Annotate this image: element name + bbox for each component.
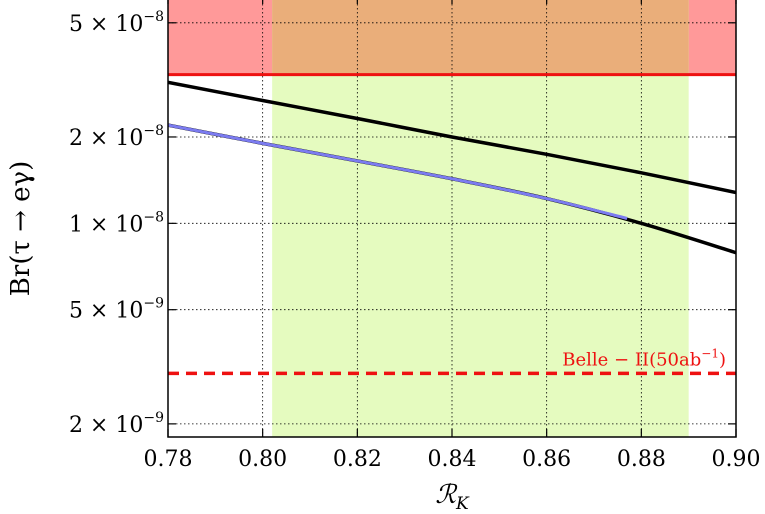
x-tick-label: 0.80	[238, 447, 287, 472]
plot-frame	[167, 0, 737, 438]
y-tick-label: 2 × 10−9	[69, 410, 164, 438]
x-tick-label: 0.84	[428, 447, 477, 472]
x-tick-label: 0.82	[333, 447, 382, 472]
x-tick-labels: 0.78 0.80 0.82 0.84 0.86 0.88 0.90	[144, 447, 761, 472]
shaded-regions	[168, 0, 736, 437]
x-axis-label: ℛK	[435, 480, 470, 514]
y-tick-label: 1 × 10−8	[69, 209, 164, 237]
series-lines	[168, 80, 736, 255]
x-tick-label: 0.90	[712, 447, 761, 472]
belle-ii-label: Belle − II(50ab−1)	[562, 346, 726, 370]
y-tick-label: 5 × 10−8	[69, 9, 164, 37]
y-tick-label: 2 × 10−8	[69, 123, 164, 151]
x-tick-label: 0.86	[522, 447, 571, 472]
reference-lines	[168, 73, 736, 376]
x-tick-label: 0.88	[617, 447, 666, 472]
series-line-1	[168, 80, 736, 195]
series-line-3	[168, 123, 628, 220]
x-tick-label: 0.78	[144, 447, 193, 472]
y-tick-labels: 2 × 10−9 5 × 10−9 1 × 10−8 2 × 10−8 5 × 10−8	[69, 9, 164, 438]
y-axis-label: Br(τ → eγ)	[6, 161, 36, 296]
y-tick-label: 5 × 10−9	[69, 296, 164, 324]
region-overlap	[272, 0, 689, 75]
